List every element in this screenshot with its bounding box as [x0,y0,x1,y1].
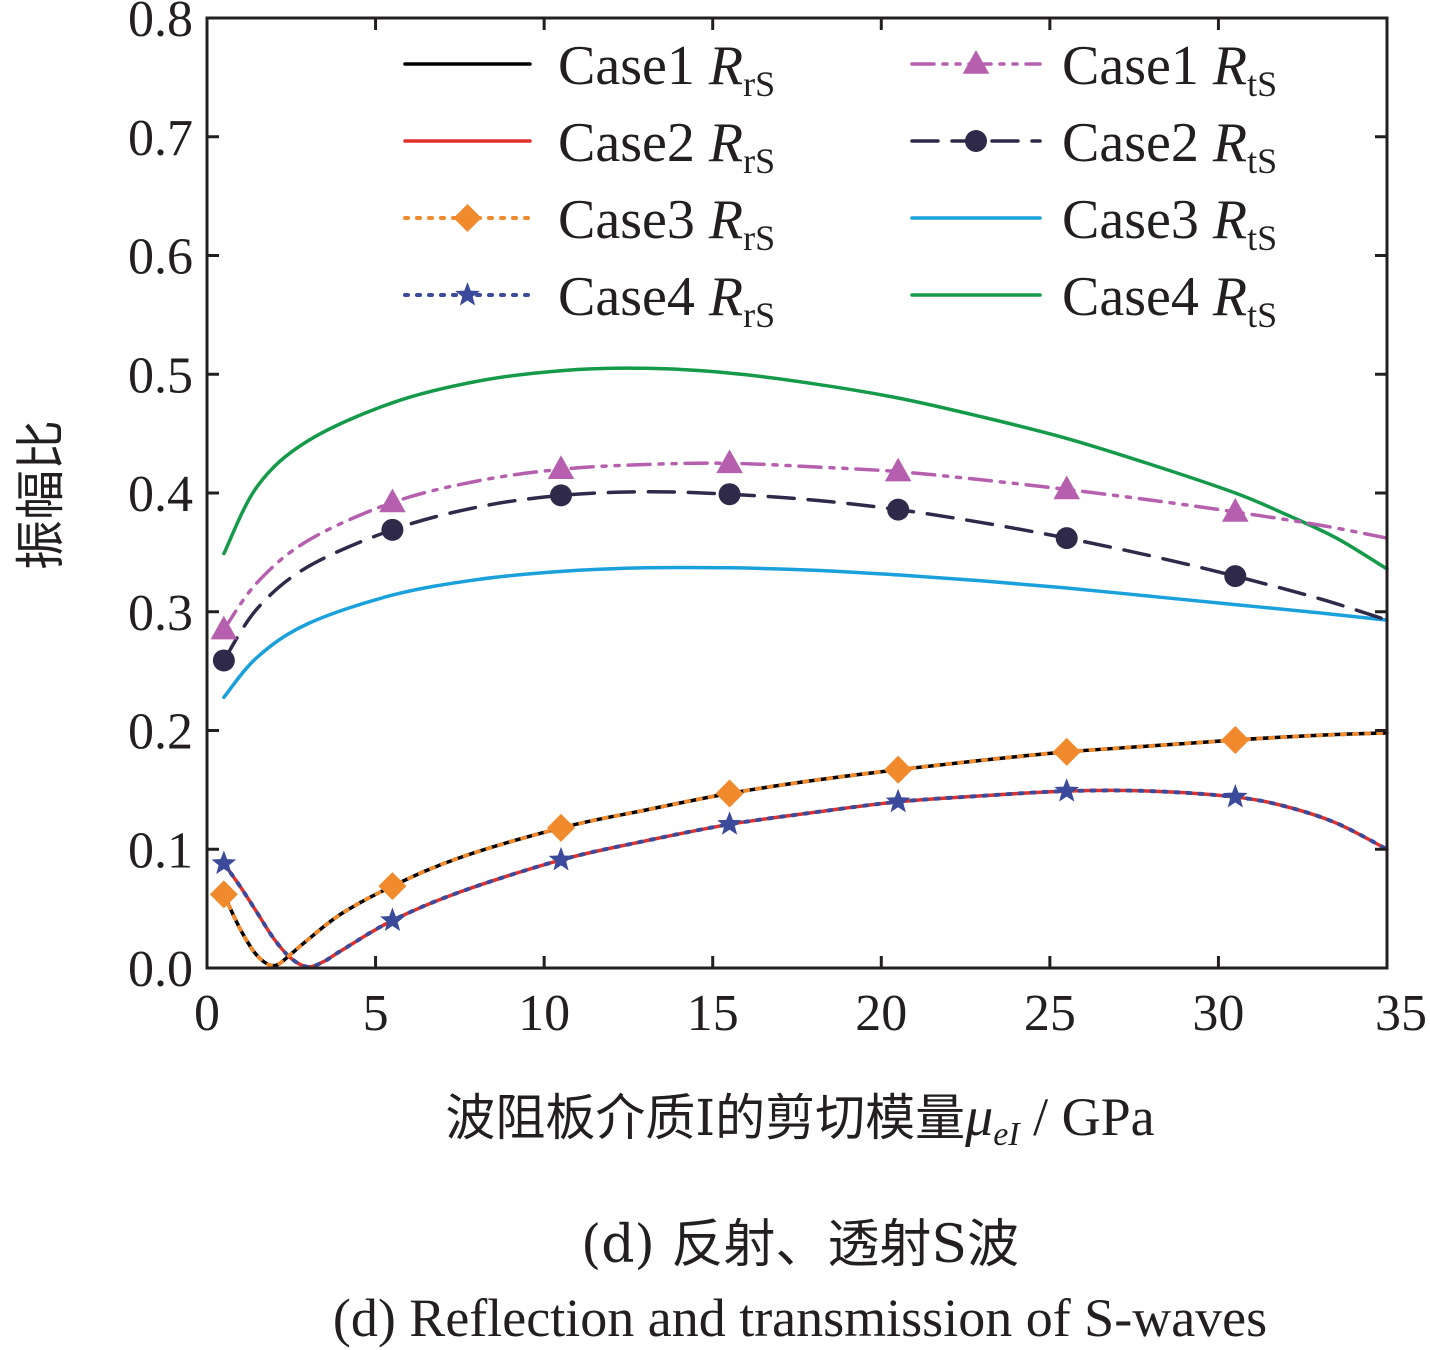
x-axis-title-symbol: μ [964,1086,993,1148]
data-point-marker [548,846,574,871]
data-point-marker [1052,737,1081,766]
data-point-marker [547,813,575,842]
legend-label: Case4 RtS [1062,266,1277,335]
legend-entry-case4-rs: Case4 RrS [403,266,775,335]
legend-label: Case2 RtS [1062,112,1277,181]
series-layer [209,366,1389,969]
data-point-marker [1221,498,1249,522]
legend-label: Case3 RtS [1062,189,1277,258]
x-axis-title-subscript: eI [993,1116,1021,1153]
x-axis-title: 波阻板介质I的剪切模量μeI / GPa [445,1086,1154,1153]
series-case4-ts [222,366,1389,571]
x-axis-title-text: 波阻板介质I的剪切模量 [445,1089,965,1147]
x-tick-label: 0 [194,985,220,1042]
data-point-marker [887,498,910,521]
series-line [222,565,1389,700]
legend-entry-case2-ts: Case2 RtS [910,112,1277,181]
data-point-marker [1222,784,1248,808]
data-point-marker [718,483,741,506]
data-point-marker [1054,778,1080,802]
y-axis-title: 振幅比 [12,420,70,570]
legend-entry-case3-ts: Case3 RtS [910,189,1277,258]
y-tick-label: 0.2 [128,704,193,761]
data-point-marker [715,779,744,808]
y-tick-label: 0.0 [128,941,193,998]
data-point-marker [211,850,237,874]
data-point-marker [378,872,407,901]
legend-marker [962,50,990,74]
legend: Case1 RrS Case2 RrS Case3 RrS Case4 RrS Case… [403,35,1277,335]
y-tick-label: 0.8 [128,0,193,48]
x-axis-title-unit: / GPa [1020,1087,1155,1147]
x-tick-label: 10 [518,985,570,1042]
x-tick-label: 20 [855,985,907,1042]
legend-entry-case1-rs: Case1 RrS [403,35,775,104]
data-point-marker [1224,565,1247,588]
legend-label: Case1 RrS [558,35,775,104]
y-tick-label: 0.4 [128,466,193,523]
series-case2-ts [212,483,1389,672]
legend-marker [453,204,482,232]
data-point-marker [1055,527,1078,550]
data-point-marker [381,518,404,541]
data-point-marker [550,484,572,507]
series-line [221,730,1389,968]
series-line [221,788,1389,969]
legend-marker [965,130,987,152]
y-tick-label: 0.6 [128,229,193,286]
y-tick-label: 0.3 [128,585,193,642]
legend-label: Case4 RrS [558,266,775,335]
x-tick-label: 35 [1375,985,1427,1042]
data-point-marker [209,880,238,909]
x-tick-label: 25 [1024,985,1076,1042]
data-point-marker [380,907,405,931]
series-line [222,461,1389,632]
data-point-marker [210,615,238,640]
data-point-marker [885,788,911,813]
ticks-layer: 0.0 0.1 0.2 0.3 0.4 0.5 0.6 0.7 0.8 0 5 10 15 20 25 30 3… [128,0,1427,1042]
x-tick-label: 15 [687,985,739,1042]
series-line [222,366,1389,571]
data-point-marker [884,457,912,482]
legend-entry-case1-ts: Case1 RtS [910,35,1277,104]
data-point-marker [212,649,235,672]
y-tick-label: 0.5 [128,347,193,404]
legend-entry-case2-rs: Case2 RrS [403,112,775,181]
data-point-marker [884,755,913,784]
legend-label: Case3 RrS [558,189,775,258]
legend-label: Case1 RtS [1062,35,1277,104]
series-case1-ts [210,449,1389,640]
data-point-marker [547,455,575,480]
data-point-marker [1221,726,1250,754]
legend-entry-case4-ts: Case4 RtS [910,266,1277,335]
y-tick-label: 0.7 [128,110,193,167]
legend-marker [455,282,480,306]
series-case3-rs [209,726,1389,968]
data-point-marker [1053,475,1081,500]
x-tick-label: 5 [363,985,389,1042]
series-case4-rs [211,778,1389,969]
series-line [222,490,1389,663]
legend-label: Case2 RrS [558,112,775,181]
data-point-marker [379,488,406,513]
caption-cn: (d) 反射、透射S波 [581,1215,1019,1275]
data-point-marker [717,811,742,835]
data-point-marker [716,449,743,474]
legend-entry-case3-rs: Case3 RrS [403,189,775,258]
y-tick-label: 0.1 [128,822,193,879]
x-tick-label: 30 [1192,985,1244,1042]
caption-en: (d) Reflection and transmission of S-wav… [333,1288,1267,1348]
series-case3-ts [222,565,1389,700]
